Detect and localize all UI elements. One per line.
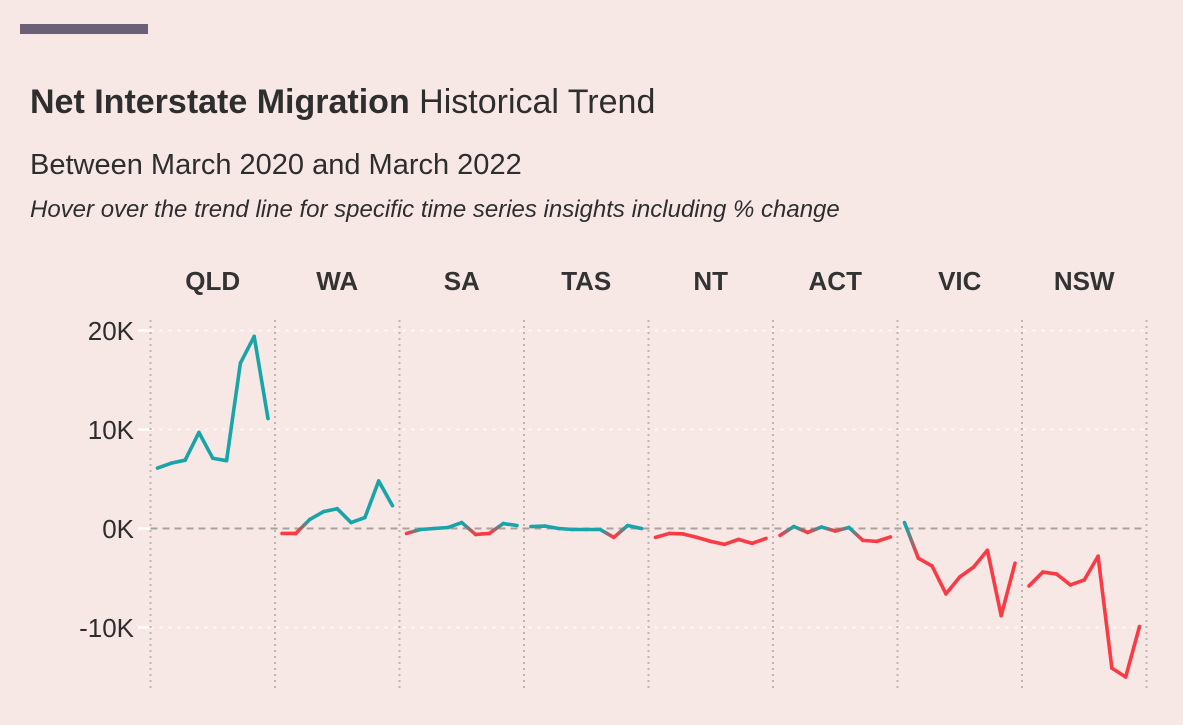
trend-segment-nt[interactable] xyxy=(681,532,699,540)
trend-segment-act[interactable] xyxy=(792,524,810,535)
trend-segment-sa[interactable] xyxy=(487,521,505,536)
trend-segment-sa[interactable] xyxy=(473,531,492,537)
trend-segment-nt[interactable] xyxy=(750,536,768,546)
trend-segment-sa[interactable] xyxy=(501,521,519,528)
trend-segment-tas[interactable] xyxy=(625,523,644,531)
trend-segment-qld[interactable] xyxy=(252,334,270,421)
trend-segment-nsw[interactable] xyxy=(1054,572,1073,587)
trend-segment-qld[interactable] xyxy=(169,458,187,465)
trend-segment-nsw[interactable] xyxy=(1082,554,1100,582)
trend-segment-wa[interactable] xyxy=(363,479,381,520)
trend-segment-nt[interactable] xyxy=(695,535,713,544)
trend-segment-tas[interactable] xyxy=(612,523,630,540)
trend-segment-vic[interactable] xyxy=(902,520,921,560)
trend-segment-tas[interactable] xyxy=(543,524,561,531)
trend-segment-qld[interactable] xyxy=(238,334,256,365)
y-axis-label-0K: 0K xyxy=(102,513,134,544)
trend-line-tas[interactable] xyxy=(529,523,644,540)
page-title-secondary: Historical Trend xyxy=(409,83,656,121)
trend-line-qld[interactable] xyxy=(155,334,270,470)
trend-segment-vic[interactable] xyxy=(957,565,976,579)
panel-header-nsw: NSW xyxy=(1053,266,1115,296)
trend-segment-nsw[interactable] xyxy=(1068,578,1087,587)
trend-segment-tas[interactable] xyxy=(556,526,575,532)
trend-segment-vic[interactable] xyxy=(999,561,1017,618)
trend-line-sa[interactable] xyxy=(404,520,519,537)
panel-header-tas: TAS xyxy=(561,266,612,296)
panel-header-qld: QLD xyxy=(185,266,241,296)
page-title: Net Interstate Migration Historical Tren… xyxy=(30,83,655,121)
trend-segment-nsw[interactable] xyxy=(1123,624,1142,679)
panel-header-wa: WA xyxy=(316,266,359,296)
trend-line-vic[interactable] xyxy=(902,520,1017,618)
trend-segment-act[interactable] xyxy=(805,525,824,535)
y-axis-label-10K: 10K xyxy=(87,414,134,445)
trend-segment-sa[interactable] xyxy=(432,525,450,531)
page-title-bold: Net Interstate Migration xyxy=(30,83,410,121)
trend-segment-nt[interactable] xyxy=(722,537,741,547)
trend-segment-nsw[interactable] xyxy=(1110,666,1128,679)
panel-header-vic: VIC xyxy=(938,266,982,296)
trend-segment-sa[interactable] xyxy=(459,520,478,537)
plot-area[interactable] xyxy=(138,318,1150,692)
trend-segment-vic[interactable] xyxy=(971,548,990,569)
trend-segment-nt[interactable] xyxy=(708,539,727,547)
trend-segment-wa[interactable] xyxy=(376,479,395,508)
trend-segment-wa[interactable] xyxy=(321,506,340,514)
trend-segment-qld[interactable] xyxy=(183,430,201,462)
y-axis-label-20K: 20K xyxy=(87,315,134,346)
trend-segment-vic[interactable] xyxy=(944,575,962,596)
trend-segment-vic[interactable] xyxy=(916,556,934,568)
trend-segment-nsw[interactable] xyxy=(1096,554,1114,670)
trend-segment-sa[interactable] xyxy=(404,527,423,536)
trend-segment-qld[interactable] xyxy=(197,430,215,461)
trend-segment-nsw[interactable] xyxy=(1027,570,1045,588)
trend-segment-qld[interactable] xyxy=(155,461,174,470)
trend-segment-qld[interactable] xyxy=(210,456,229,463)
hover-hint: Hover over the trend line for specific t… xyxy=(30,196,840,223)
trend-segment-nt[interactable] xyxy=(736,537,754,546)
trend-segment-tas[interactable] xyxy=(598,527,616,540)
trend-segment-wa[interactable] xyxy=(307,509,326,522)
trend-segment-sa[interactable] xyxy=(446,520,464,530)
panel-header-sa: SA xyxy=(443,266,480,296)
trend-segment-act[interactable] xyxy=(874,535,893,544)
y-axis-label--10K: -10K xyxy=(79,612,134,643)
trend-segment-act[interactable] xyxy=(833,525,851,533)
trend-segment-act[interactable] xyxy=(778,524,796,538)
trend-segment-sa[interactable] xyxy=(418,526,436,532)
trend-segment-act[interactable] xyxy=(819,525,838,533)
panel-headers: QLD WA SA TAS NT ACT VIC NSW xyxy=(138,264,1150,300)
y-axis-labels: 20K 10K 0K -10K xyxy=(30,315,134,692)
trend-segment-qld[interactable] xyxy=(224,361,243,463)
trend-segment-vic[interactable] xyxy=(930,564,948,596)
accent-bar xyxy=(20,24,148,34)
trend-line-act[interactable] xyxy=(778,524,893,544)
trend-line-wa[interactable] xyxy=(280,479,395,536)
panel-header-act: ACT xyxy=(808,266,862,296)
trend-line-nsw[interactable] xyxy=(1027,554,1142,679)
trend-segment-vic[interactable] xyxy=(985,548,1003,618)
trend-segment-wa[interactable] xyxy=(349,515,367,525)
panel-header-nt: NT xyxy=(693,266,729,296)
trend-segment-wa[interactable] xyxy=(294,517,312,536)
trend-segment-act[interactable] xyxy=(847,525,865,543)
subtitle: Between March 2020 and March 2022 xyxy=(30,149,522,181)
trend-segment-nsw[interactable] xyxy=(1041,570,1059,576)
trend-line-nt[interactable] xyxy=(653,531,768,547)
trend-segment-nt[interactable] xyxy=(653,531,672,540)
trend-segment-act[interactable] xyxy=(861,538,879,544)
trend-segment-wa[interactable] xyxy=(335,506,353,525)
